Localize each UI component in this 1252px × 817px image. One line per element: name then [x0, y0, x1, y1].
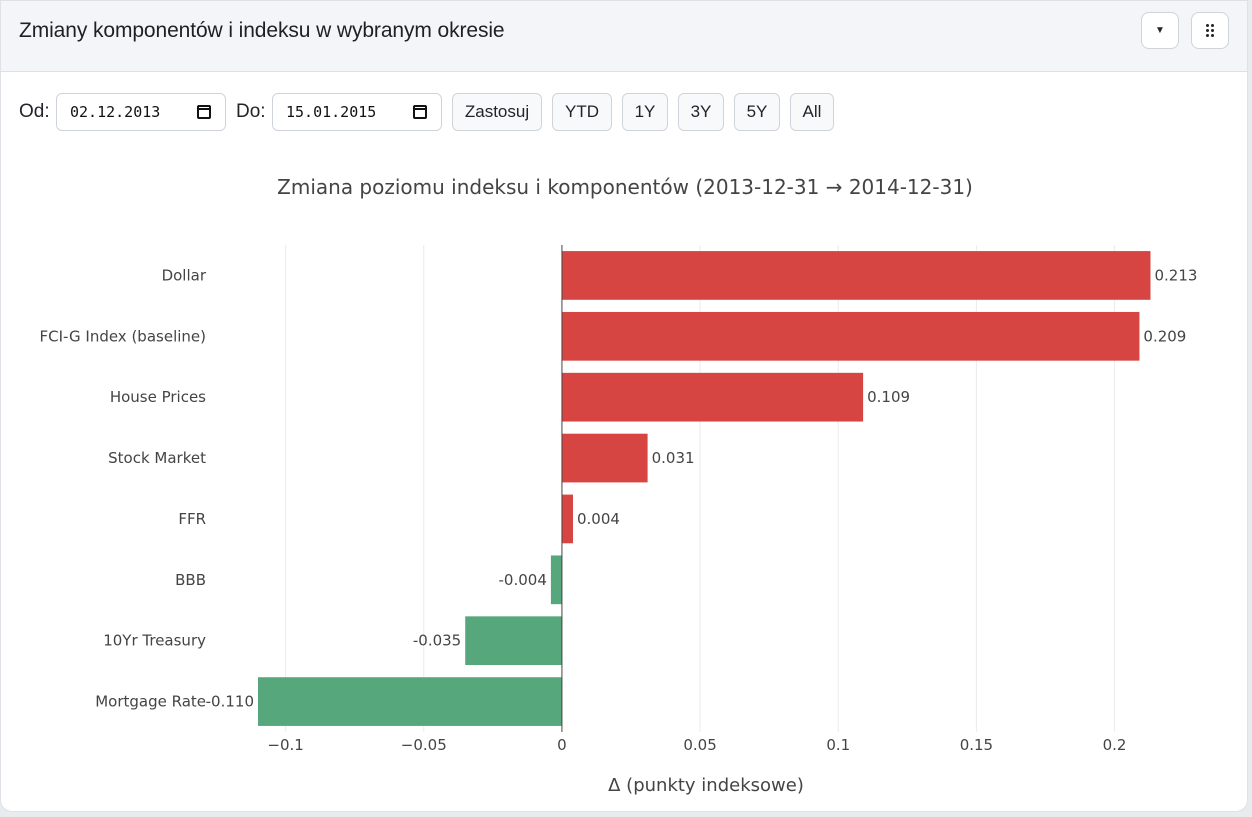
bar-layer: [258, 245, 1151, 732]
grip-icon: [1206, 24, 1214, 37]
apply-button[interactable]: Zastosuj: [452, 93, 542, 131]
value-label: -0.035: [413, 632, 461, 650]
bar[interactable]: [550, 555, 562, 605]
from-date-input[interactable]: 02.12.2013: [56, 93, 226, 131]
page-title: Zmiany komponentów i indeksu w wybranym …: [19, 19, 505, 42]
to-label: Do:: [236, 101, 266, 122]
value-label: 0.031: [652, 449, 695, 467]
from-date-value: 02.12.2013: [70, 103, 161, 121]
x-tick-label: 0.15: [960, 736, 993, 754]
bar[interactable]: [561, 311, 1140, 361]
y-category-label: Mortgage Rate: [95, 693, 206, 711]
calendar-icon[interactable]: [413, 105, 427, 119]
y-category-label: BBB: [175, 571, 206, 589]
drag-handle-button[interactable]: [1191, 12, 1229, 49]
value-label: 0.004: [577, 510, 620, 528]
range-1y-button[interactable]: 1Y: [622, 93, 668, 131]
card-header: Zmiany komponentów i indeksu w wybranym …: [1, 1, 1247, 72]
x-tick-label: 0.2: [1103, 736, 1127, 754]
bar[interactable]: [561, 433, 648, 483]
bar[interactable]: [258, 677, 562, 726]
bar[interactable]: [561, 251, 1151, 300]
range-5y-button[interactable]: 5Y: [734, 93, 780, 131]
range-3y-button[interactable]: 3Y: [678, 93, 724, 131]
label-layer: −0.1 −0.05 0 0.05 0.1 0.15 0.2 Dollar 0.213 FCI-G…: [40, 266, 1198, 754]
x-tick-label: −0.05: [401, 736, 447, 754]
dropdown-button[interactable]: ▼: [1141, 12, 1179, 49]
range-all-button[interactable]: All: [790, 93, 834, 131]
y-category-label: House Prices: [110, 388, 206, 406]
x-tick-label: 0.1: [826, 736, 850, 754]
to-date-value: 15.01.2015: [286, 103, 377, 121]
y-category-label: FCI-G Index (baseline): [40, 327, 206, 345]
to-date-input[interactable]: 15.01.2015: [272, 93, 442, 131]
from-label: Od:: [19, 101, 50, 122]
value-label: 0.109: [867, 388, 910, 406]
range-ytd-button[interactable]: YTD: [552, 93, 612, 131]
bar[interactable]: [561, 372, 864, 422]
y-category-label: FFR: [178, 510, 206, 528]
y-category-label: Stock Market: [108, 449, 206, 467]
chart-title: Zmiana poziomu indeksu i komponentów (20…: [277, 175, 973, 199]
x-axis-title: Δ (punkty indeksowe): [608, 775, 804, 796]
y-category-label: Dollar: [162, 266, 207, 284]
value-label: -0.110: [206, 693, 254, 711]
bar[interactable]: [561, 494, 573, 544]
value-label: -0.004: [499, 571, 547, 589]
value-label: 0.209: [1143, 327, 1186, 345]
y-category-label: 10Yr Treasury: [103, 632, 206, 650]
caret-down-icon: ▼: [1155, 25, 1165, 36]
bar[interactable]: [465, 616, 562, 666]
calendar-icon[interactable]: [197, 105, 211, 119]
value-label: 0.213: [1154, 266, 1197, 284]
date-range-controls: Od: 02.12.2013 Do: 15.01.2015 Zastosuj Y…: [1, 93, 1247, 133]
x-tick-label: 0: [557, 736, 567, 754]
x-tick-label: 0.05: [683, 736, 716, 754]
x-tick-label: −0.1: [267, 736, 303, 754]
